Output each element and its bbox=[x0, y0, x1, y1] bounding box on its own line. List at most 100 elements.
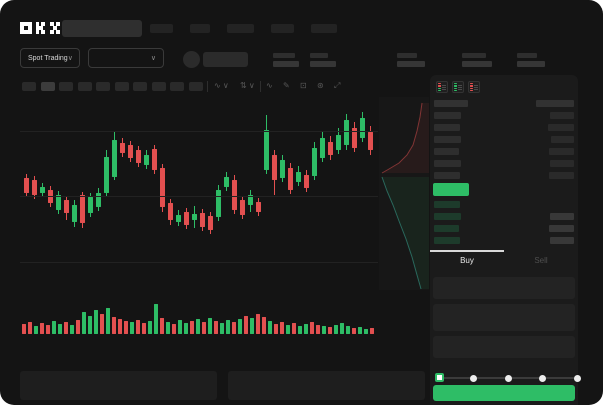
bid-price[interactable] bbox=[434, 237, 460, 244]
book-view-bids-icon[interactable] bbox=[452, 81, 464, 93]
volume-bar bbox=[178, 320, 182, 334]
chart-gridline bbox=[20, 262, 378, 263]
candle bbox=[128, 145, 133, 158]
volume-bar bbox=[358, 327, 362, 334]
ask-price[interactable] bbox=[434, 136, 461, 143]
tab-sell[interactable]: Sell bbox=[534, 256, 548, 265]
book-view-asks-icon[interactable] bbox=[468, 81, 480, 93]
volume-bar bbox=[76, 320, 80, 334]
candle bbox=[256, 202, 261, 212]
interval-button[interactable] bbox=[151, 82, 166, 91]
volume-bar bbox=[154, 304, 158, 334]
volume-bar bbox=[124, 321, 128, 334]
last-price-badge bbox=[433, 183, 469, 196]
interval-button[interactable] bbox=[188, 82, 203, 91]
candle bbox=[232, 180, 237, 210]
volume-bar bbox=[370, 328, 374, 334]
volume-bar bbox=[106, 308, 110, 334]
ask-price[interactable] bbox=[434, 112, 461, 119]
volume-bar bbox=[82, 312, 86, 334]
stat-label bbox=[462, 53, 486, 58]
candle bbox=[248, 195, 253, 205]
ask-price[interactable] bbox=[434, 160, 461, 167]
nav-item[interactable] bbox=[150, 24, 173, 33]
candle bbox=[352, 128, 357, 148]
slider-stop[interactable] bbox=[539, 374, 546, 382]
volume-bar bbox=[100, 314, 104, 334]
nav-item[interactable] bbox=[271, 24, 294, 33]
total-field[interactable] bbox=[433, 336, 575, 358]
fullscreen-icon[interactable]: ⤢ bbox=[334, 81, 341, 90]
volume-bar bbox=[94, 310, 98, 334]
candlestick-chart[interactable] bbox=[20, 100, 378, 290]
ask-price[interactable] bbox=[434, 124, 460, 131]
interval-button[interactable] bbox=[22, 82, 36, 91]
candle bbox=[192, 214, 197, 220]
settings-icon[interactable]: ⊛ bbox=[317, 81, 324, 90]
interval-button[interactable] bbox=[40, 82, 55, 91]
draw-icon[interactable]: ✎ bbox=[283, 81, 290, 90]
ticker-stat bbox=[273, 53, 299, 67]
market-type-dropdown[interactable]: Spot Trading ∨ bbox=[20, 48, 80, 68]
volume-bar bbox=[334, 325, 338, 334]
volume-bar bbox=[244, 316, 248, 334]
slider-stop[interactable] bbox=[470, 374, 477, 382]
ask-price[interactable] bbox=[434, 172, 460, 179]
camera-icon[interactable]: ⊡ bbox=[300, 81, 307, 90]
volume-bar bbox=[40, 323, 44, 334]
nav-item[interactable] bbox=[190, 24, 210, 33]
coin-avatar[interactable] bbox=[183, 51, 200, 68]
slider-handle[interactable] bbox=[434, 373, 444, 382]
compare-dropdown-icon[interactable]: ⇅ ∨ bbox=[240, 81, 255, 90]
candle bbox=[176, 215, 181, 222]
buy-submit-button[interactable] bbox=[433, 385, 575, 401]
pair-selector-dropdown[interactable]: ∨ bbox=[88, 48, 164, 68]
candle bbox=[152, 149, 157, 170]
interval-button[interactable] bbox=[77, 82, 92, 91]
bid-price[interactable] bbox=[434, 213, 461, 220]
interval-button[interactable] bbox=[114, 82, 129, 91]
candle bbox=[184, 212, 189, 225]
price-field[interactable] bbox=[433, 277, 575, 299]
candle bbox=[64, 200, 69, 213]
ticker-stat bbox=[397, 53, 425, 67]
stat-value bbox=[310, 61, 336, 67]
volume-bar bbox=[130, 322, 134, 334]
volume-bar bbox=[166, 322, 170, 334]
candle bbox=[24, 178, 29, 193]
volume-bar bbox=[160, 318, 164, 334]
ask-amount bbox=[548, 124, 574, 131]
nav-item[interactable] bbox=[227, 24, 254, 33]
candle bbox=[72, 205, 77, 222]
ask-amount bbox=[550, 160, 574, 167]
interval-button[interactable] bbox=[59, 82, 73, 91]
interval-button[interactable] bbox=[133, 82, 147, 91]
indicators-dropdown-icon[interactable]: ∿ ∨ bbox=[214, 81, 229, 90]
nav-item[interactable] bbox=[311, 24, 337, 33]
bid-price[interactable] bbox=[434, 225, 459, 232]
line-type-icon[interactable]: ∿ bbox=[266, 81, 273, 90]
bid-price[interactable] bbox=[434, 201, 460, 208]
volume-bar bbox=[286, 325, 290, 334]
okx-logo bbox=[20, 20, 60, 36]
ask-amount bbox=[551, 136, 574, 143]
slider-stop[interactable] bbox=[504, 374, 512, 382]
interval-button[interactable] bbox=[96, 82, 110, 91]
candle bbox=[304, 175, 309, 188]
volume-bar bbox=[352, 328, 356, 334]
slider-stop[interactable] bbox=[573, 374, 581, 382]
book-col-header-amount bbox=[536, 100, 574, 107]
interval-button[interactable] bbox=[170, 82, 184, 91]
volume-bar bbox=[292, 323, 296, 334]
candle bbox=[216, 190, 221, 217]
stat-label bbox=[273, 53, 295, 58]
tab-buy[interactable]: Buy bbox=[460, 256, 474, 265]
candle bbox=[96, 193, 101, 207]
candle bbox=[328, 142, 333, 155]
volume-bar bbox=[118, 319, 122, 334]
search-input[interactable] bbox=[62, 20, 142, 37]
amount-field[interactable] bbox=[433, 304, 575, 331]
ask-price[interactable] bbox=[434, 148, 459, 155]
book-view-combined-icon[interactable] bbox=[436, 81, 448, 93]
market-type-label: Spot Trading bbox=[28, 54, 68, 62]
